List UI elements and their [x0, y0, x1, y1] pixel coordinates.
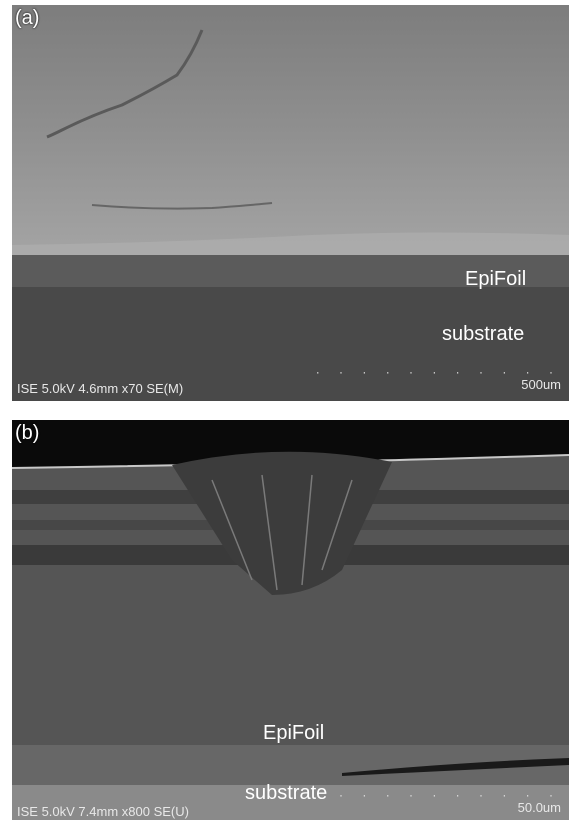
scale-label-a: 500um [521, 377, 561, 392]
sem-micrograph-b [12, 420, 569, 820]
epifoil-label-a: EpiFoil [465, 268, 527, 290]
panel-label-a: (a) [15, 7, 40, 29]
epifoil-label-b: EpiFoil [263, 722, 325, 744]
substrate-label-b: substrate [245, 782, 328, 804]
instrument-info-b: ISE 5.0kV 7.4mm x800 SE(U) [17, 804, 189, 819]
sem-image-b: (b) EpiFoil substrate ISE 5.0kV 7.4mm x8… [12, 420, 569, 820]
substrate-label-a: substrate [442, 323, 525, 345]
scale-ticks-a: · · · · · · · · · · · [315, 365, 561, 379]
panel-label-b: (b) [15, 422, 40, 444]
scale-bar-a: · · · · · · · · · · · 500um [315, 365, 561, 392]
scale-bar-b: · · · · · · · · · · · 50.0um [315, 788, 561, 815]
instrument-info-a: ISE 5.0kV 4.6mm x70 SE(M) [17, 381, 184, 396]
sem-micrograph-a [12, 5, 569, 401]
sem-image-a: (a) EpiFoil substrate ISE 5.0kV 4.6mm x7… [12, 5, 569, 401]
scale-label-b: 50.0um [517, 800, 561, 815]
scale-ticks-b: · · · · · · · · · · · [315, 788, 561, 802]
